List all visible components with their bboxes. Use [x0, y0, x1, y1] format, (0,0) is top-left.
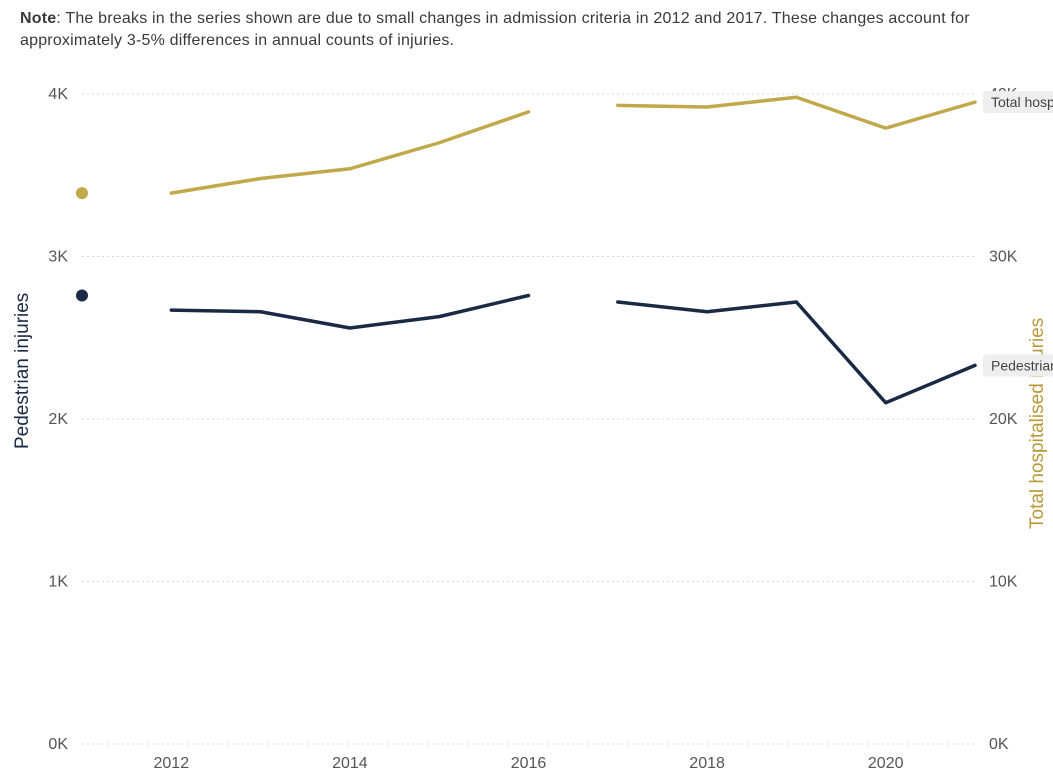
y-left-tick: 2K	[48, 411, 68, 428]
y-left-axis-title: Pedestrian injuries	[12, 293, 33, 449]
note-label: Note	[20, 10, 56, 27]
x-tick: 2012	[154, 755, 190, 772]
note-text: : The breaks in the series shown are due…	[20, 10, 970, 49]
dual-axis-line-chart: 0K1K2K3K4K0K10K20K30K40K2012201420162018…	[0, 64, 1053, 784]
series-label: Total hospitalised injuries	[991, 94, 1053, 110]
x-tick: 2014	[332, 755, 368, 772]
x-tick: 2020	[868, 755, 904, 772]
y-left-tick: 4K	[48, 86, 68, 103]
y-right-tick: 0K	[989, 736, 1009, 753]
series-label: Pedestrian injuries	[991, 357, 1053, 373]
series-line	[618, 302, 975, 403]
y-right-axis-title: Total hospitalised injuries	[1027, 318, 1048, 529]
chart-container: 0K1K2K3K4K0K10K20K30K40K2012201420162018…	[0, 64, 1053, 784]
series-line	[171, 296, 528, 329]
series-line	[618, 97, 975, 128]
x-tick: 2018	[689, 755, 725, 772]
series-isolated-point	[76, 290, 88, 302]
y-right-tick: 20K	[989, 411, 1018, 428]
y-left-tick: 3K	[48, 249, 68, 266]
y-right-tick: 30K	[989, 249, 1018, 266]
y-left-tick: 1K	[48, 574, 68, 591]
series-isolated-point	[76, 187, 88, 199]
y-left-tick: 0K	[48, 736, 68, 753]
x-tick: 2016	[511, 755, 547, 772]
series-line	[171, 112, 528, 193]
y-right-tick: 10K	[989, 574, 1018, 591]
chart-note: Note: The breaks in the series shown are…	[0, 0, 1053, 65]
